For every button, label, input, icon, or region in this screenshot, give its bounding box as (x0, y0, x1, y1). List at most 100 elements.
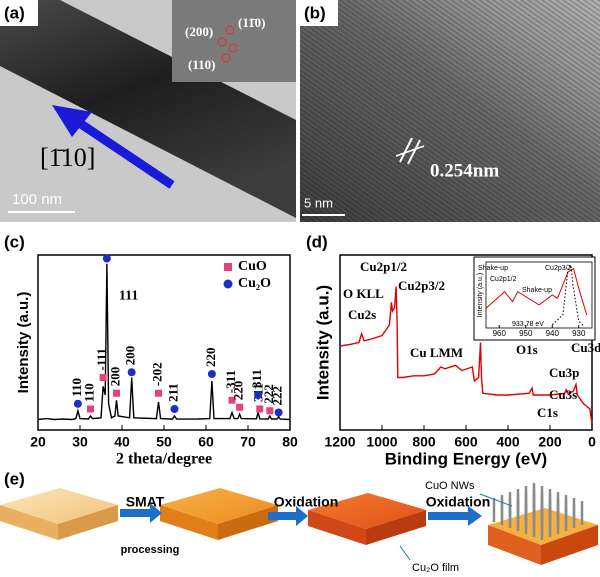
nw-base-side (488, 525, 541, 565)
fft-spot (228, 43, 238, 53)
x-tick-label: 1200 (324, 434, 355, 450)
direction-arrow (75, 118, 175, 189)
peak-marker (102, 254, 111, 263)
peak-marker (155, 389, 163, 397)
callout-line (479, 493, 513, 507)
x-tick-label: 70 (240, 434, 256, 450)
x-tick-label: 40 (114, 434, 130, 450)
fft-spot (225, 25, 235, 35)
peak-label: -311 (223, 370, 238, 393)
spacing-mark (407, 139, 421, 165)
peak-marker (266, 407, 274, 415)
peak-label: 110 (69, 378, 84, 397)
smat-slab-side (160, 505, 218, 540)
peak-marker (170, 405, 179, 413)
peak-label: -202 (150, 362, 165, 386)
spacing-mark (395, 145, 425, 157)
callout: CuO NWs (425, 480, 475, 492)
peak-label: 111 (119, 289, 138, 304)
spectrum-line (551, 264, 585, 327)
spacing-mark (399, 137, 413, 163)
peak-label: 222 (270, 386, 285, 406)
panel-e: (e) SMAT processing Oxidation Oxidation … (0, 469, 598, 574)
nanowire (0, 0, 296, 218)
peak-label: 110 (81, 383, 96, 402)
peak-marker (73, 399, 82, 408)
callout-line (399, 545, 411, 561)
peak-annotation: Shake-up (478, 265, 508, 272)
peak-annotation: Cu2p1/2 (490, 276, 517, 283)
x-tick-label: 930 (572, 329, 586, 338)
oxidized-slab-side (366, 510, 426, 545)
peak-annotation: Cu2s (348, 307, 376, 322)
fft-label: (200) (185, 24, 213, 39)
peak-label: 220 (231, 381, 246, 401)
y-axis-label: Intensity (a.u.) (313, 285, 332, 400)
lattice-fringes (300, 0, 600, 222)
callout: Cu₂O film (412, 562, 459, 574)
peak-marker (127, 368, 136, 377)
nanowires (492, 483, 584, 540)
panel-b: 0.254nm 5 nm (b) (300, 0, 600, 222)
peak-annotation: C1s (537, 405, 558, 420)
panel-label: (c) (4, 232, 25, 251)
arrow-head (52, 105, 92, 137)
x-axis-label: 2 theta/degree (116, 451, 212, 468)
spectrum-line (339, 286, 593, 424)
peak-annotation: 933.78 eV (512, 321, 544, 328)
substrate-side (0, 505, 58, 540)
panel-label: (e) (4, 469, 25, 488)
peak-label: 200 (123, 346, 138, 366)
peak-marker (207, 370, 216, 378)
y-axis-label: Intensity (a.u.) (15, 292, 32, 394)
oxidized-slab-side (308, 510, 366, 545)
peak-label: 220 (203, 348, 218, 368)
fft-inset (172, 0, 296, 82)
peak-annotation: Cu2p3/2 (398, 278, 445, 293)
process-arrow (468, 506, 482, 526)
spectrum-line (485, 267, 588, 315)
fft-label: (110) (188, 57, 215, 72)
panel-label: (a) (4, 3, 25, 22)
peak-marker (99, 374, 107, 381)
peak-label: 311 (249, 369, 264, 388)
peak-marker (274, 408, 283, 417)
substrate (0, 488, 118, 524)
step-label: SMAT (126, 494, 165, 510)
peak-marker (236, 403, 244, 411)
legend-label: Cu₂O (238, 276, 271, 291)
x-tick-label: 60 (198, 434, 214, 450)
legend-swatch (223, 279, 233, 289)
fft-spot (217, 37, 227, 47)
process-arrow (296, 506, 308, 526)
x-tick-label: 1000 (366, 434, 397, 450)
spacing-label: 0.254nm (430, 160, 499, 181)
scale-label: 5 nm (304, 195, 333, 210)
peak-label: 222 (261, 384, 276, 404)
label-box (0, 0, 38, 26)
peak-marker (256, 405, 264, 413)
process-arrow (268, 512, 296, 520)
step-label: Oxidation (274, 494, 339, 510)
panel-label: (d) (306, 232, 328, 251)
peak-annotation: Cu2p1/2 (360, 259, 407, 274)
substrate-side (58, 505, 118, 540)
x-axis-label: Binding Energy (eV) (385, 449, 547, 468)
peak-annotation: Cu LMM (410, 345, 463, 360)
x-tick-label: 50 (156, 434, 172, 450)
peak-marker (87, 405, 94, 413)
nw-base-side (541, 525, 598, 565)
peak-marker (228, 396, 236, 404)
x-tick-label: 800 (412, 434, 436, 450)
process-arrow (120, 509, 150, 517)
peak-annotation: Cu3s (549, 387, 577, 402)
fft-spot (221, 53, 231, 63)
scale-label: 100 nm (12, 191, 62, 208)
x-tick-label: 30 (72, 434, 88, 450)
smat-slab-side (218, 505, 278, 540)
step-label: processing (121, 544, 180, 556)
x-tick-label: 600 (454, 434, 478, 450)
peak-annotation: O KLL (343, 286, 384, 301)
peak-label: -111 (94, 348, 109, 370)
